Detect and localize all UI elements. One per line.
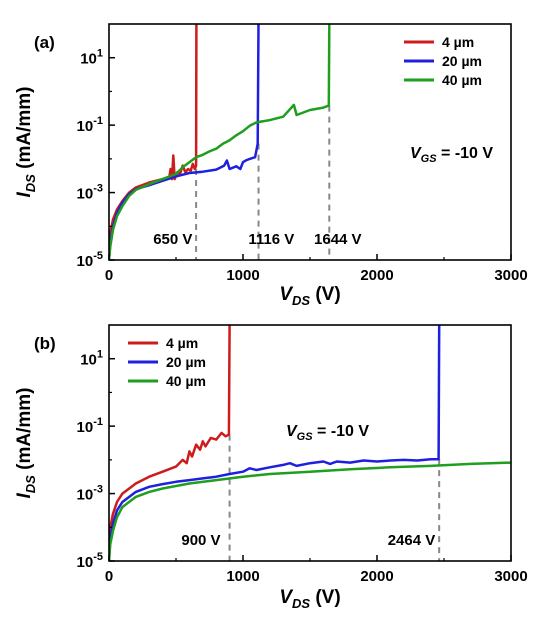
- y-tick-base: 10: [80, 51, 97, 68]
- y-tick-exponent: 1: [97, 349, 103, 361]
- breakdown-marker-label: 650 V: [153, 231, 192, 248]
- y-axis-title-unit: (mA/mm): [14, 87, 35, 175]
- y-tick-base: 10: [77, 487, 94, 504]
- y-axis-title-main: I: [14, 492, 35, 498]
- y-tick-label: 10-3: [77, 484, 103, 504]
- y-tick-label: 101: [80, 48, 103, 68]
- y-tick-base: 10: [77, 118, 94, 135]
- vgs-rest: = -10 V: [313, 423, 370, 440]
- y-tick-label: 10-3: [77, 183, 103, 203]
- series-line-2: [109, 24, 331, 260]
- y-tick-base: 10: [77, 253, 94, 270]
- x-tick-label: 2000: [360, 267, 393, 284]
- series-line-0: [109, 24, 198, 260]
- y-tick-base: 10: [77, 554, 94, 571]
- y-axis-title-unit: (mA/mm): [14, 388, 35, 476]
- x-axis-title-unit: (V): [310, 284, 341, 305]
- y-axis-title-main: I: [14, 191, 35, 197]
- y-tick-label: 10-5: [77, 250, 103, 270]
- y-axis-title: IDS (mA/mm): [14, 388, 38, 499]
- y-tick-label: 101: [80, 349, 103, 369]
- x-tick-label: 3000: [494, 568, 527, 585]
- y-tick-exponent: 1: [97, 48, 103, 60]
- breakdown-marker-label: 900 V: [181, 532, 220, 549]
- breakdown-marker-label: 1644 V: [314, 231, 362, 248]
- x-tick-label: 1000: [226, 267, 259, 284]
- x-axis-title-sub: DS: [292, 596, 310, 611]
- legend-label: 4 µm: [442, 34, 474, 50]
- legend-label: 20 µm: [442, 53, 482, 69]
- y-tick-label: 10-1: [77, 115, 103, 135]
- series-line-1: [109, 24, 260, 260]
- y-axis-title-sub: DS: [23, 475, 38, 493]
- y-tick-exponent: -1: [93, 416, 103, 428]
- vgs-main: V: [286, 423, 298, 440]
- vgs-sub: GS: [297, 431, 314, 443]
- x-axis-title: VDS (V): [279, 284, 340, 308]
- y-tick-base: 10: [77, 419, 94, 436]
- y-tick-exponent: -3: [93, 484, 103, 496]
- y-axis-title: IDS (mA/mm): [14, 87, 38, 198]
- vgs-annotation: VGS = -10 V: [410, 145, 493, 165]
- x-tick-label: 0: [105, 267, 113, 284]
- breakdown-marker-label: 1116 V: [248, 231, 294, 248]
- x-axis-title-main: V: [279, 587, 293, 608]
- x-axis-title-main: V: [279, 284, 293, 305]
- series-line-0: [109, 325, 231, 561]
- x-tick-label: 0: [105, 568, 113, 585]
- vgs-main: V: [410, 145, 422, 162]
- panel-label: (b): [34, 334, 56, 353]
- legend-label: 40 µm: [442, 72, 482, 88]
- x-axis-title: VDS (V): [279, 587, 340, 611]
- series-line-1: [109, 325, 441, 561]
- vgs-annotation: VGS = -10 V: [286, 423, 369, 443]
- y-tick-base: 10: [80, 352, 97, 369]
- panel-label: (a): [34, 33, 55, 52]
- vgs-rest: = -10 V: [437, 145, 494, 162]
- x-tick-label: 1000: [226, 568, 259, 585]
- vgs-sub: GS: [421, 153, 438, 165]
- legend-label: 20 µm: [166, 354, 206, 370]
- x-tick-label: 3000: [494, 267, 527, 284]
- y-tick-exponent: -5: [93, 250, 103, 262]
- breakdown-marker-label: 2464 V: [388, 532, 436, 549]
- x-axis-title-unit: (V): [310, 587, 341, 608]
- x-axis-title-sub: DS: [292, 293, 310, 308]
- y-tick-exponent: -1: [93, 115, 103, 127]
- x-tick-label: 2000: [360, 568, 393, 585]
- y-tick-label: 10-5: [77, 551, 103, 571]
- y-tick-label: 10-1: [77, 416, 103, 436]
- y-axis-title-sub: DS: [23, 174, 38, 192]
- legend-label: 4 µm: [166, 335, 198, 351]
- series-line-2: [109, 461, 511, 561]
- legend-label: 40 µm: [166, 373, 206, 389]
- y-tick-base: 10: [77, 186, 94, 203]
- y-tick-exponent: -5: [93, 551, 103, 563]
- y-tick-exponent: -3: [93, 183, 103, 195]
